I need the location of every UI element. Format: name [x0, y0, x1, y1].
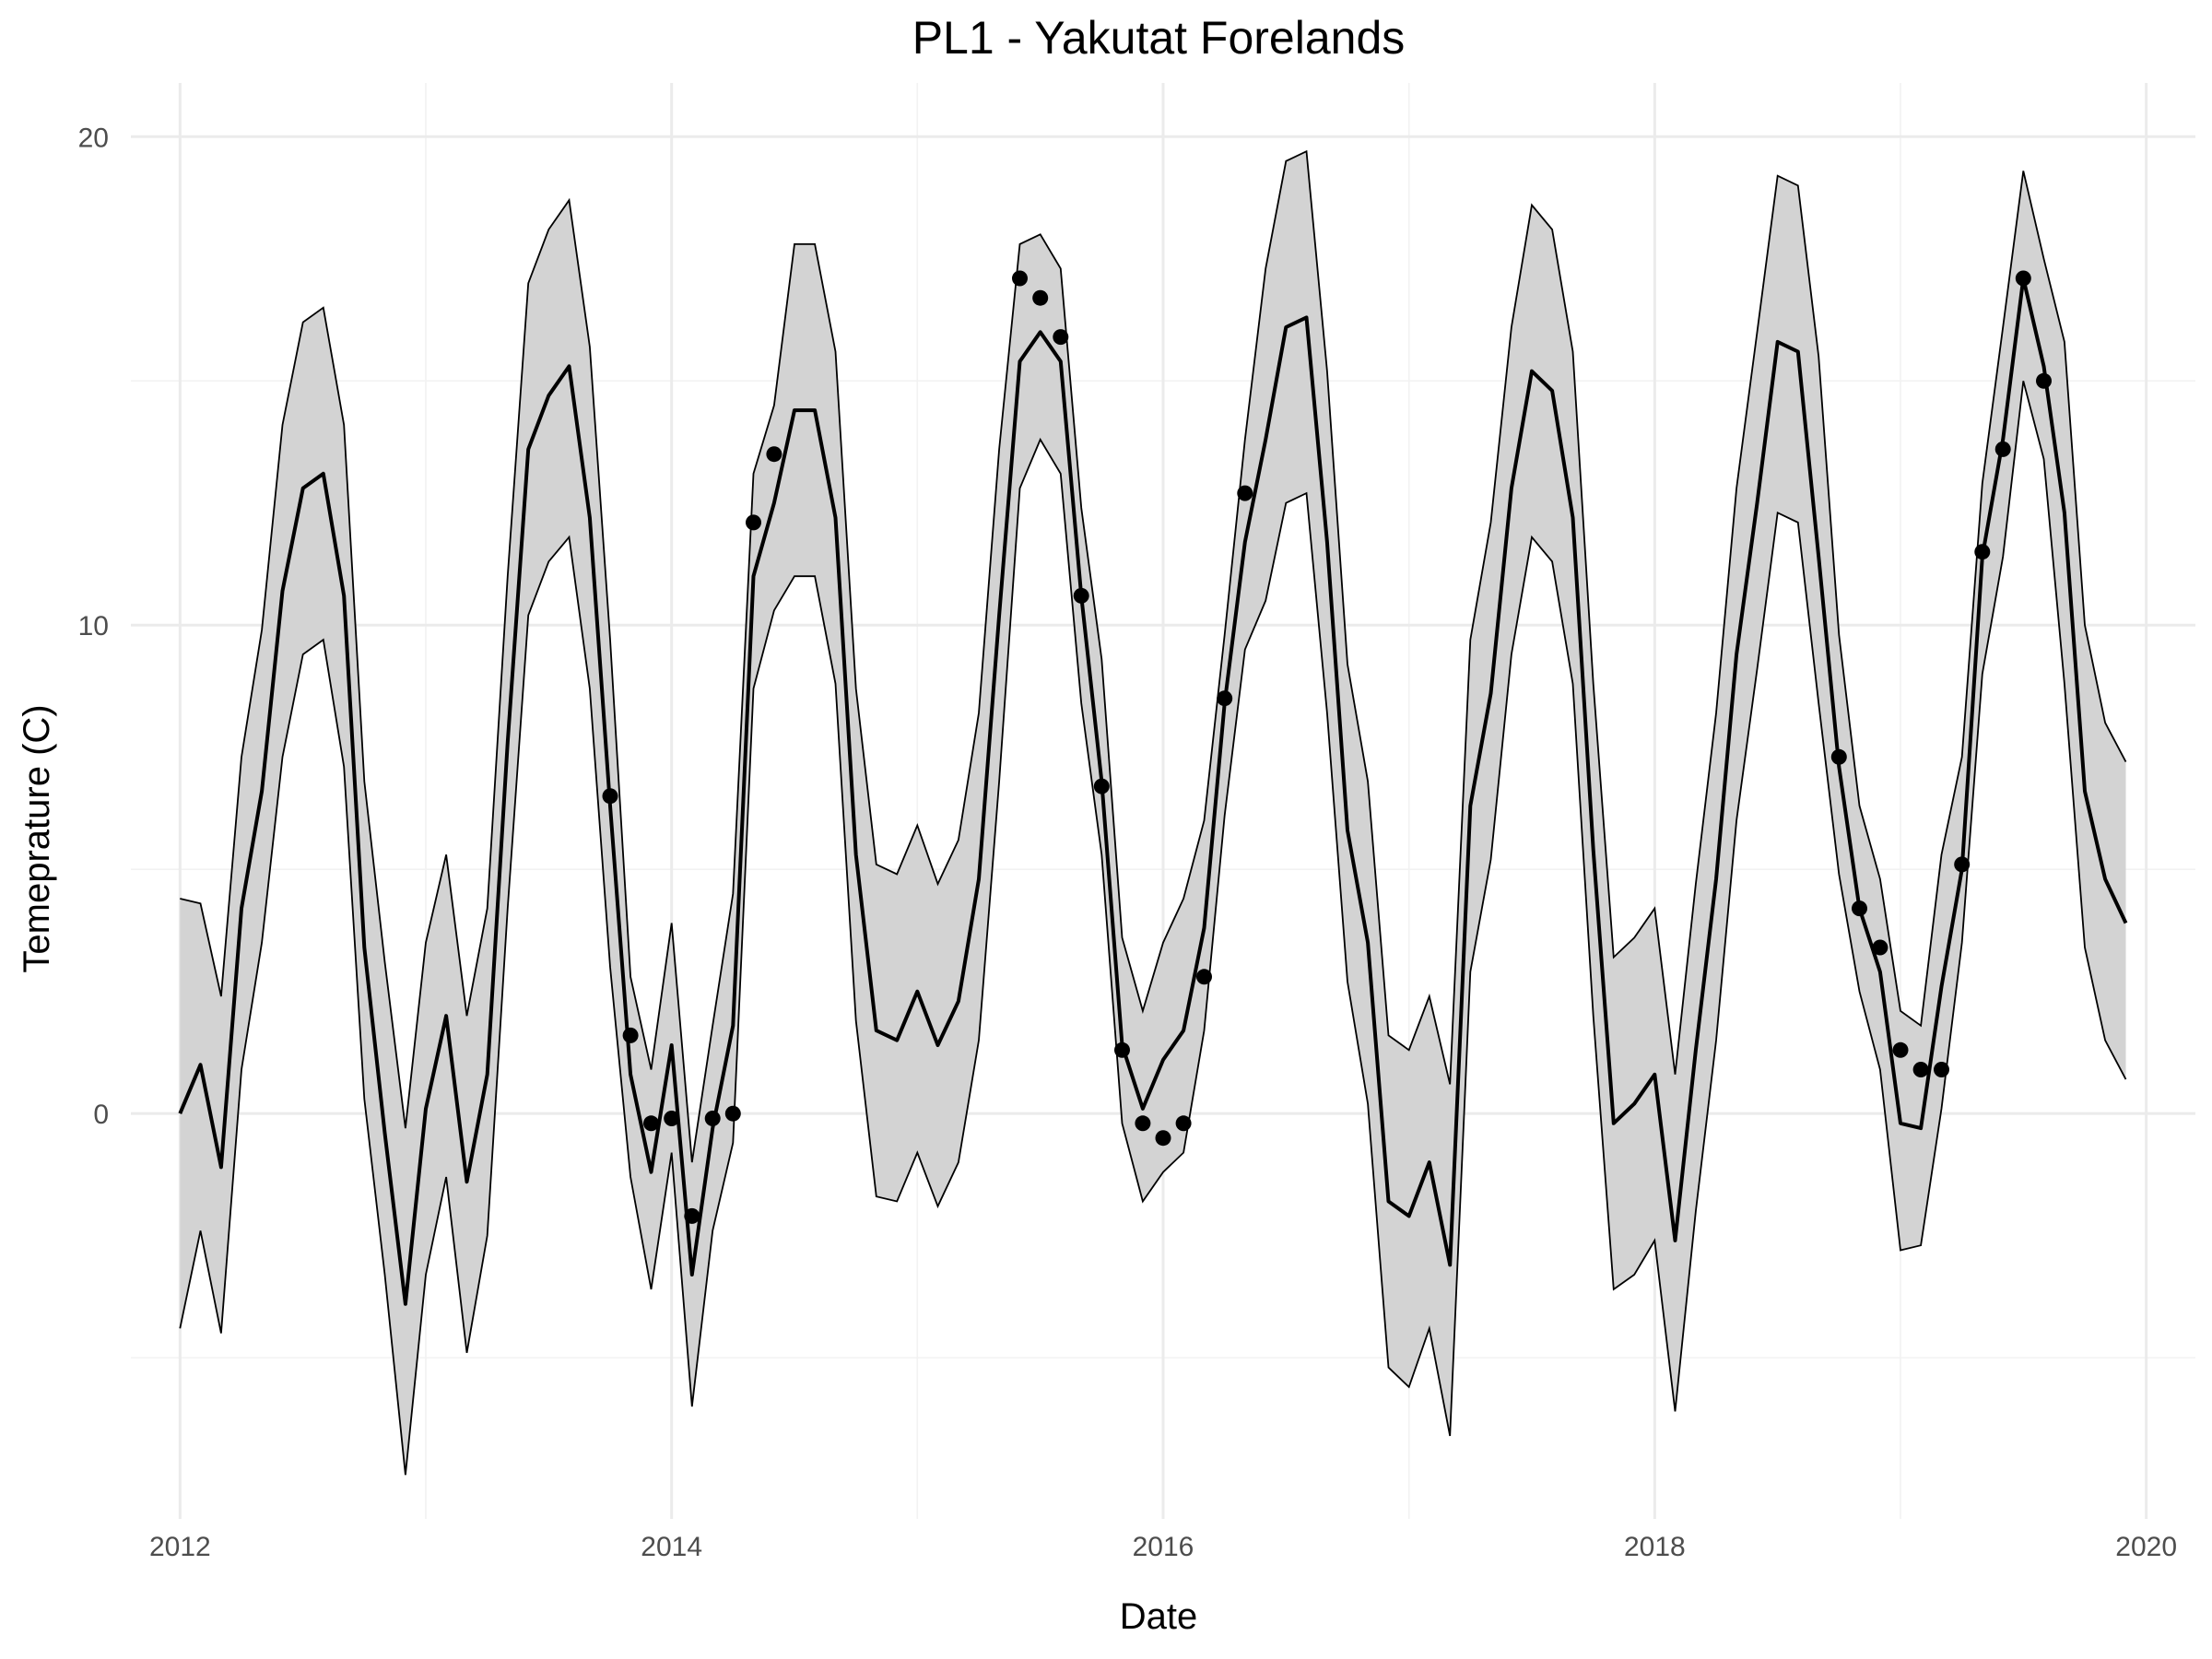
y-tick-label: 0 — [93, 1100, 109, 1130]
observed-point — [1073, 587, 1089, 604]
observed-point — [643, 1115, 659, 1132]
observed-point — [1012, 270, 1028, 287]
grid — [131, 83, 2195, 1519]
confidence-band — [180, 151, 2126, 1476]
observed-points — [602, 270, 2052, 1224]
observed-point — [766, 446, 782, 463]
observed-point — [1114, 1041, 1130, 1058]
observed-point — [1093, 778, 1110, 794]
observed-point — [1954, 856, 1971, 873]
x-tick-label: 2016 — [1133, 1532, 1194, 1562]
x-tick-label: 2014 — [641, 1532, 702, 1562]
observed-point — [704, 1111, 721, 1126]
x-axis-ticks: 2012 2014 2016 2018 2020 — [149, 1532, 2177, 1562]
observed-point — [602, 788, 618, 805]
observed-point — [1175, 1115, 1192, 1132]
mean-line — [178, 276, 2128, 1306]
x-tick-label: 2020 — [2115, 1532, 2177, 1562]
y-tick-label: 20 — [78, 123, 109, 153]
x-tick-label: 2018 — [1624, 1532, 1686, 1562]
y-tick-label: 10 — [78, 611, 109, 641]
observed-point — [622, 1027, 639, 1043]
confidence-band-area — [180, 151, 2126, 1476]
observed-point — [1872, 939, 1888, 956]
upper-bound-line — [180, 149, 2127, 1163]
y-axis-ticks: 0 10 20 — [78, 123, 109, 1130]
observed-point — [1196, 969, 1212, 985]
observed-point — [1830, 748, 1847, 765]
observed-point — [724, 1105, 741, 1122]
observed-point — [746, 514, 761, 531]
x-tick-label: 2012 — [149, 1532, 211, 1562]
series-lines — [178, 149, 2128, 1476]
observed-point — [1135, 1115, 1151, 1132]
observed-point — [1852, 900, 1867, 917]
chart-title: PL1 - Yakutat Forelands — [912, 12, 1406, 64]
observed-point — [2015, 270, 2031, 287]
observed-point — [1912, 1062, 1929, 1077]
observed-point — [1217, 690, 1233, 707]
observed-point — [1032, 289, 1049, 306]
observed-point — [1994, 441, 2011, 457]
observed-point — [1934, 1062, 1949, 1077]
observed-point — [1155, 1130, 1171, 1147]
observed-point — [1892, 1041, 1909, 1058]
y-axis-title: Temeprature (C) — [17, 704, 57, 972]
observed-point — [2036, 372, 2052, 389]
observed-point — [684, 1207, 700, 1224]
observed-point — [664, 1111, 680, 1126]
x-axis-title: Date — [1120, 1596, 1198, 1637]
observed-point — [1053, 329, 1069, 346]
lower-bound-line — [179, 381, 2127, 1476]
observed-point — [1974, 544, 1991, 560]
observed-point — [1237, 485, 1253, 501]
